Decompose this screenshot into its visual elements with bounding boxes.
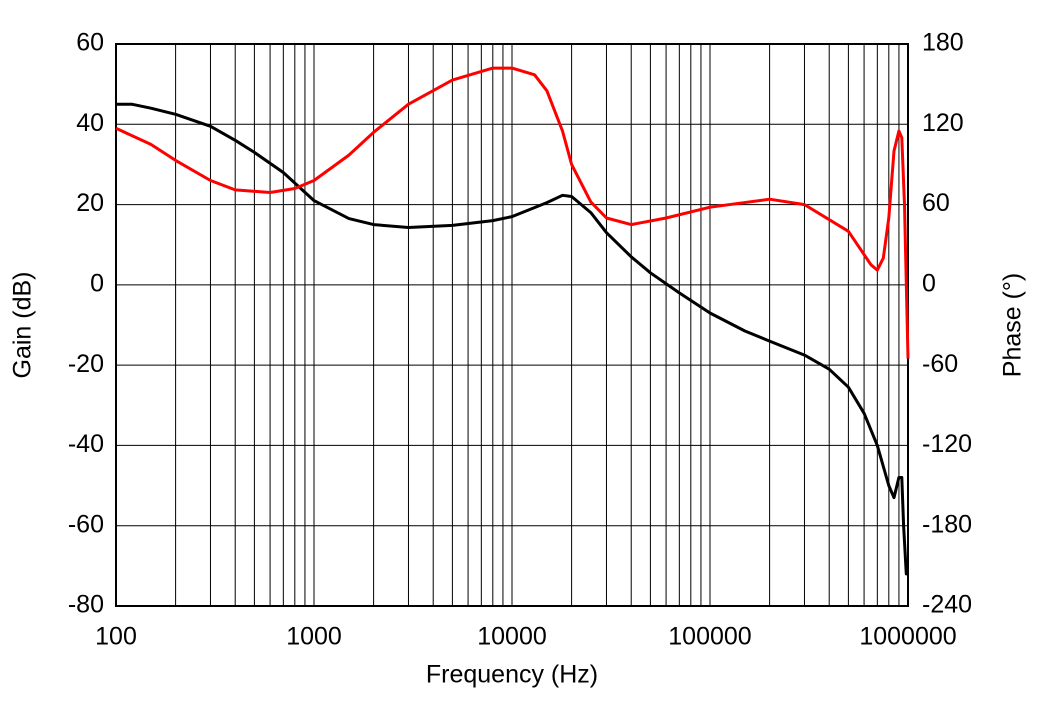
y-tick-label: 60 [76,29,104,57]
x-tick-label: 100000 [668,623,751,651]
y-axis-label: Gain (dB) [9,272,37,379]
y2-axis-label: Phase (°) [999,273,1027,377]
x-tick-label: 100 [95,623,137,651]
y-tick-label: 0 [90,269,104,297]
x-axis-label: Frequency (Hz) [426,661,598,689]
x-tick-label: 1000000 [859,623,956,651]
series-line [115,66,910,359]
y-tick-label: 20 [76,189,104,217]
y2-tick-label: 60 [922,189,950,217]
y2-tick-label: -60 [922,350,958,378]
y-tick-label: -20 [68,350,104,378]
y-tick-label: -80 [68,591,104,619]
x-tick-label: 1000 [286,623,342,651]
y-tick-label: 40 [76,109,104,137]
y2-tick-label: 120 [922,109,964,137]
y-tick-label: -60 [68,510,104,538]
y-tick-label: -40 [68,430,104,458]
series-line [116,102,908,576]
y2-tick-label: 180 [922,29,964,57]
y2-tick-label: -240 [922,591,972,619]
y2-tick-label: 0 [922,269,936,297]
y2-tick-label: -180 [922,510,972,538]
x-tick-label: 10000 [477,623,547,651]
y2-tick-label: -120 [922,430,972,458]
